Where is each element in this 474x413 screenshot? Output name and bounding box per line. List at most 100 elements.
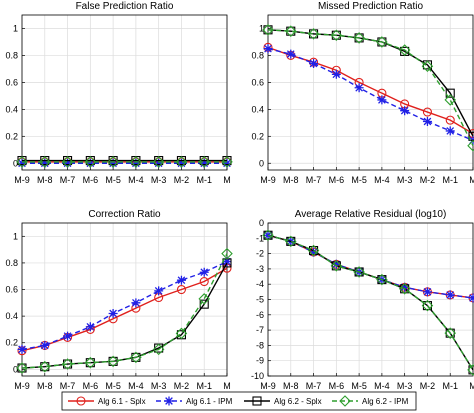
data-point [309, 59, 319, 69]
data-point [131, 158, 141, 168]
data-point [175, 327, 188, 340]
legend-entry: Alg 6.1 - IPM [156, 396, 233, 406]
y-tick-label: 0.8 [5, 50, 18, 60]
chart-title: False Prediction Ratio [76, 1, 174, 12]
data-point [175, 156, 188, 168]
x-tick-label: M [469, 175, 474, 185]
x-tick-label: M-2 [420, 175, 436, 185]
x-tick-label: M-3 [151, 175, 167, 185]
data-point [199, 158, 209, 168]
x-tick-label: M-7 [60, 175, 76, 185]
y-tick-label: -2 [256, 249, 264, 259]
data-point [221, 156, 233, 168]
data-point [376, 36, 388, 48]
data-point [354, 267, 364, 277]
data-point [400, 106, 410, 116]
y-tick-label: -10 [251, 371, 264, 381]
chart-title: Average Relative Residual (log10) [295, 209, 447, 220]
x-tick-label: M-9 [260, 381, 276, 391]
data-point [421, 299, 434, 312]
data-point [63, 331, 73, 341]
data-point [198, 156, 210, 168]
data-point [222, 158, 232, 168]
x-tick-label: M-3 [397, 381, 413, 391]
x-tick-label: M-9 [14, 175, 30, 185]
data-point [353, 32, 365, 44]
data-point [152, 156, 165, 168]
data-point [222, 257, 232, 267]
legend: Alg 6.1 - Splx Alg 6.1 - IPM Alg 6.2 - Spl… [61, 391, 417, 411]
data-point [130, 351, 142, 364]
legend-label: Alg 6.1 - Splx [98, 397, 146, 406]
data-point [84, 156, 97, 168]
data-point [108, 158, 118, 168]
data-point [354, 33, 364, 43]
data-point [154, 286, 164, 296]
data-point [307, 244, 320, 257]
data-point [467, 364, 474, 376]
x-tick-label: M-2 [420, 381, 436, 391]
legend-box [61, 391, 417, 411]
data-point [285, 235, 297, 248]
x-tick-label: M-2 [174, 381, 190, 391]
data-point [38, 156, 51, 168]
data-point [445, 88, 455, 98]
data-point [307, 28, 320, 40]
data-point [176, 275, 186, 285]
y-tick-label: -8 [256, 340, 264, 350]
series-diamond [16, 247, 233, 374]
data-point [377, 95, 387, 105]
y-tick-label: 0.6 [5, 77, 18, 87]
y-tick-label: 0.4 [5, 311, 18, 321]
x-tick-label: M-4 [128, 175, 144, 185]
data-point [331, 261, 341, 271]
data-point [422, 287, 432, 297]
y-tick-label: -6 [256, 310, 264, 320]
x-tick-label: M-5 [105, 381, 121, 391]
data-point [331, 69, 341, 79]
data-point [422, 301, 432, 311]
x-tick-label: M-6 [83, 381, 99, 391]
data-point [398, 283, 411, 295]
x-tick-label: M-8 [283, 381, 299, 391]
legend-entry: Alg 6.2 - Splx [244, 396, 322, 406]
y-tick-label: 0 [259, 158, 264, 168]
data-point [445, 290, 455, 300]
data-point [107, 156, 119, 168]
data-point [445, 126, 455, 136]
y-tick-label: 0.6 [251, 77, 264, 87]
series-diamond [16, 156, 233, 168]
data-point [85, 158, 95, 168]
plot-area [22, 223, 227, 376]
x-tick-label: M-8 [37, 175, 53, 185]
legend-entry: Alg 6.1 - Splx [68, 396, 146, 406]
x-tick-label: M-4 [128, 381, 144, 391]
y-tick-label: 0.2 [5, 338, 18, 348]
y-tick-label: -7 [256, 325, 264, 335]
series-star [17, 257, 232, 354]
data-point [85, 322, 95, 332]
data-point [107, 355, 119, 368]
data-point [377, 37, 387, 47]
data-point [63, 158, 73, 168]
y-tick-label: 0.8 [251, 50, 264, 60]
legend-label: Alg 6.1 - IPM [186, 397, 233, 406]
y-tick-label: 1 [13, 23, 18, 33]
data-point [130, 156, 142, 168]
series-line [267, 234, 474, 371]
plot-area [268, 15, 473, 170]
legend-marker [76, 396, 86, 406]
data-point [468, 293, 474, 303]
series-line [267, 234, 474, 299]
x-tick-label: M-9 [260, 175, 276, 185]
data-point [400, 284, 410, 294]
x-tick-label: M-1 [196, 175, 212, 185]
x-tick-label: M-6 [329, 175, 345, 185]
x-tick-label: M-1 [442, 175, 458, 185]
data-point [17, 344, 27, 354]
chart-title: Missed Prediction Ratio [318, 1, 423, 12]
axes-frame [21, 222, 228, 377]
plot-area [22, 15, 227, 170]
data-point [330, 29, 343, 41]
